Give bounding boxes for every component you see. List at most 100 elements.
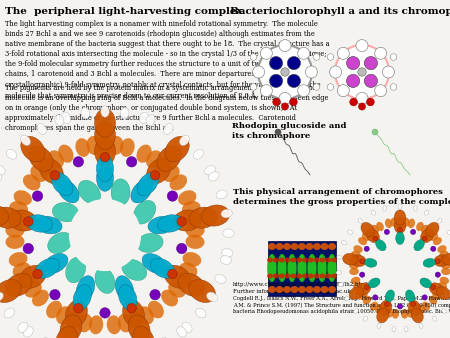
Ellipse shape bbox=[297, 254, 306, 282]
Ellipse shape bbox=[436, 287, 450, 299]
Ellipse shape bbox=[194, 149, 203, 159]
Ellipse shape bbox=[433, 237, 442, 245]
Circle shape bbox=[287, 56, 301, 70]
Ellipse shape bbox=[133, 200, 156, 224]
Circle shape bbox=[73, 156, 84, 167]
Ellipse shape bbox=[35, 258, 60, 278]
Ellipse shape bbox=[441, 262, 450, 269]
Circle shape bbox=[100, 152, 110, 162]
Ellipse shape bbox=[147, 158, 171, 184]
Ellipse shape bbox=[128, 315, 150, 338]
Circle shape bbox=[338, 84, 349, 97]
Ellipse shape bbox=[359, 292, 368, 300]
Circle shape bbox=[390, 54, 397, 60]
Circle shape bbox=[373, 236, 378, 241]
Ellipse shape bbox=[5, 273, 32, 296]
Ellipse shape bbox=[284, 273, 290, 279]
Ellipse shape bbox=[376, 240, 386, 251]
Ellipse shape bbox=[381, 307, 388, 316]
Circle shape bbox=[168, 269, 177, 279]
Ellipse shape bbox=[342, 241, 346, 245]
Ellipse shape bbox=[18, 272, 36, 288]
Ellipse shape bbox=[273, 273, 279, 279]
Ellipse shape bbox=[215, 274, 226, 283]
Ellipse shape bbox=[432, 316, 437, 321]
Ellipse shape bbox=[375, 305, 383, 314]
Ellipse shape bbox=[423, 259, 436, 267]
Ellipse shape bbox=[155, 157, 171, 174]
Ellipse shape bbox=[185, 235, 204, 249]
Ellipse shape bbox=[344, 297, 349, 301]
Ellipse shape bbox=[9, 201, 28, 216]
Ellipse shape bbox=[118, 314, 132, 332]
Circle shape bbox=[23, 243, 33, 254]
Ellipse shape bbox=[67, 311, 81, 329]
Circle shape bbox=[258, 45, 312, 99]
Ellipse shape bbox=[371, 210, 375, 215]
Circle shape bbox=[435, 272, 441, 277]
Ellipse shape bbox=[354, 309, 358, 313]
Ellipse shape bbox=[302, 273, 308, 279]
Ellipse shape bbox=[174, 272, 192, 288]
Ellipse shape bbox=[434, 255, 449, 266]
Ellipse shape bbox=[411, 308, 423, 323]
Ellipse shape bbox=[426, 222, 439, 236]
Ellipse shape bbox=[111, 179, 130, 206]
Ellipse shape bbox=[115, 276, 134, 301]
Ellipse shape bbox=[385, 290, 394, 302]
Circle shape bbox=[375, 84, 387, 97]
Ellipse shape bbox=[275, 243, 284, 250]
Ellipse shape bbox=[120, 107, 129, 119]
Circle shape bbox=[279, 40, 291, 52]
Ellipse shape bbox=[37, 124, 46, 134]
Ellipse shape bbox=[351, 251, 361, 258]
Ellipse shape bbox=[140, 112, 148, 123]
Text: Cogdell R.J., Isaacs N.W., Freer A.A., Arrelano J., Howard T.D., Papiz M.Z., Haw: Cogdell R.J., Isaacs N.W., Freer A.A., A… bbox=[233, 296, 450, 314]
Ellipse shape bbox=[51, 172, 73, 196]
Circle shape bbox=[422, 295, 427, 300]
Ellipse shape bbox=[320, 258, 325, 263]
Ellipse shape bbox=[89, 315, 103, 334]
Ellipse shape bbox=[437, 219, 442, 223]
Ellipse shape bbox=[308, 258, 314, 263]
Ellipse shape bbox=[298, 243, 306, 250]
Ellipse shape bbox=[313, 243, 321, 250]
Ellipse shape bbox=[396, 232, 404, 244]
Ellipse shape bbox=[118, 285, 137, 310]
Ellipse shape bbox=[406, 308, 414, 318]
Ellipse shape bbox=[404, 327, 408, 332]
Ellipse shape bbox=[363, 316, 368, 321]
Ellipse shape bbox=[78, 314, 92, 332]
Ellipse shape bbox=[7, 212, 26, 226]
Ellipse shape bbox=[128, 311, 143, 329]
Ellipse shape bbox=[370, 301, 378, 311]
Ellipse shape bbox=[178, 190, 196, 206]
Ellipse shape bbox=[101, 106, 109, 117]
Circle shape bbox=[176, 243, 187, 254]
Ellipse shape bbox=[21, 136, 45, 162]
Ellipse shape bbox=[27, 215, 53, 232]
Circle shape bbox=[281, 68, 289, 76]
Ellipse shape bbox=[76, 276, 95, 301]
Ellipse shape bbox=[58, 180, 79, 203]
Ellipse shape bbox=[442, 254, 450, 265]
Ellipse shape bbox=[412, 307, 419, 316]
Ellipse shape bbox=[328, 286, 336, 293]
Ellipse shape bbox=[436, 287, 445, 295]
Ellipse shape bbox=[392, 327, 396, 332]
Text: Bacteriochlorophyll a and its chromophore: Bacteriochlorophyll a and its chromophor… bbox=[230, 7, 450, 16]
Circle shape bbox=[126, 156, 137, 167]
Ellipse shape bbox=[306, 286, 314, 293]
Circle shape bbox=[50, 171, 60, 180]
Circle shape bbox=[150, 171, 160, 180]
Circle shape bbox=[281, 103, 288, 110]
Circle shape bbox=[327, 54, 334, 60]
Ellipse shape bbox=[377, 308, 389, 323]
Ellipse shape bbox=[441, 256, 450, 264]
Circle shape bbox=[375, 47, 387, 59]
Circle shape bbox=[350, 98, 357, 106]
Ellipse shape bbox=[18, 322, 28, 332]
Ellipse shape bbox=[350, 256, 360, 264]
Ellipse shape bbox=[361, 222, 374, 236]
Ellipse shape bbox=[55, 115, 64, 126]
